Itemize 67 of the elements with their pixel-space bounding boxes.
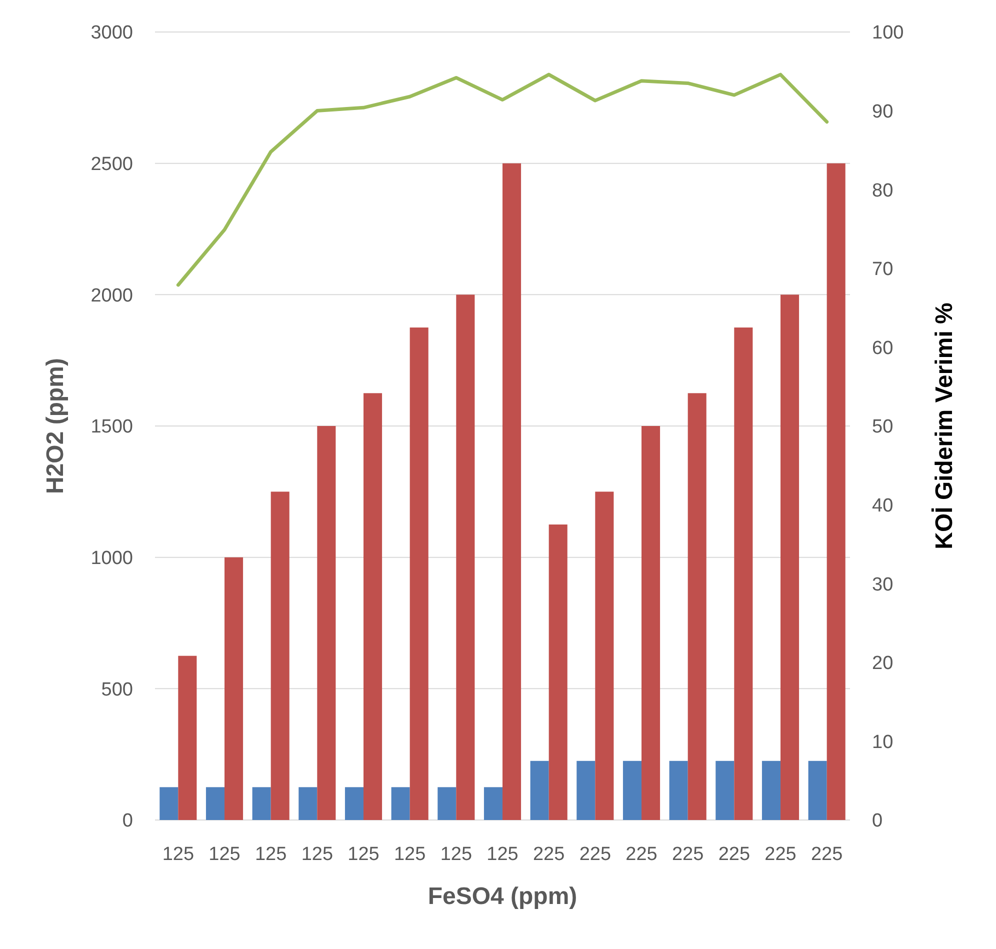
bar	[716, 760, 734, 820]
bar	[826, 163, 846, 820]
bar	[530, 760, 549, 820]
x-tick-label: 125	[208, 844, 240, 865]
x-tick-label: 125	[301, 844, 334, 865]
y-axis-title: H2O2 (ppm)	[42, 358, 69, 494]
bar	[548, 524, 568, 820]
bar	[456, 294, 475, 820]
y2-tick-label: 100	[872, 22, 904, 44]
bar	[484, 787, 502, 820]
bar	[688, 393, 706, 820]
y-tick-label: 3000	[90, 22, 133, 44]
bar	[270, 492, 290, 820]
bar	[808, 760, 827, 820]
y2-tick-label: 20	[872, 653, 894, 674]
bar	[669, 760, 688, 820]
x-tick-label: 225	[626, 844, 658, 865]
x-tick-label: 225	[810, 844, 843, 865]
bar	[252, 787, 271, 820]
bar	[762, 760, 780, 820]
x-tick-label: 125	[440, 844, 472, 865]
y-tick-label: 0	[122, 810, 133, 832]
bar	[224, 557, 244, 820]
bar	[576, 760, 596, 820]
bar	[595, 492, 614, 820]
x-tick-label: 225	[672, 844, 704, 865]
x-tick-label: 225	[764, 844, 796, 865]
y-tick-label: 1500	[90, 416, 133, 438]
x-axis-title: FeSO4 (ppm)	[428, 883, 578, 910]
x-tick-label: 125	[162, 844, 194, 865]
x-tick-label: 225	[718, 844, 750, 865]
bar	[502, 163, 522, 820]
y2-tick-label: 0	[872, 810, 883, 832]
x-tick-label: 225	[532, 844, 565, 865]
bar	[391, 787, 410, 820]
y-tick-label: 2000	[90, 285, 133, 306]
bar	[410, 328, 428, 820]
line-series	[176, 72, 829, 287]
x-tick-label: 125	[254, 844, 287, 865]
bar	[178, 656, 197, 820]
y-tick-label: 500	[101, 679, 133, 700]
y2-tick-label: 40	[872, 495, 894, 516]
x-tick-label: 125	[394, 844, 426, 865]
x-tick-label: 225	[579, 844, 612, 865]
y2-tick-label: 90	[872, 101, 894, 122]
bar	[298, 787, 318, 820]
y2-tick-label: 10	[872, 732, 894, 753]
y2-tick-label: 80	[872, 180, 894, 202]
y-tick-label: 1000	[90, 548, 133, 569]
y2-axis-title: KOİ Giderim Verimi %	[931, 302, 958, 550]
bar	[438, 787, 456, 820]
bar	[206, 787, 224, 820]
y-tick-label: 2500	[90, 154, 133, 175]
x-tick-label: 125	[486, 844, 518, 865]
bar	[344, 787, 364, 820]
y2-tick-label: 70	[872, 259, 894, 280]
bar	[780, 294, 800, 820]
y2-tick-label: 60	[872, 338, 894, 359]
bar	[364, 393, 382, 820]
x-tick-label: 125	[348, 844, 380, 865]
bar	[622, 760, 642, 820]
bar	[734, 328, 753, 820]
bar	[642, 426, 660, 820]
bar	[160, 787, 178, 820]
bar	[317, 426, 336, 820]
y2-tick-label: 30	[872, 574, 894, 596]
y2-tick-label: 50	[872, 416, 894, 438]
